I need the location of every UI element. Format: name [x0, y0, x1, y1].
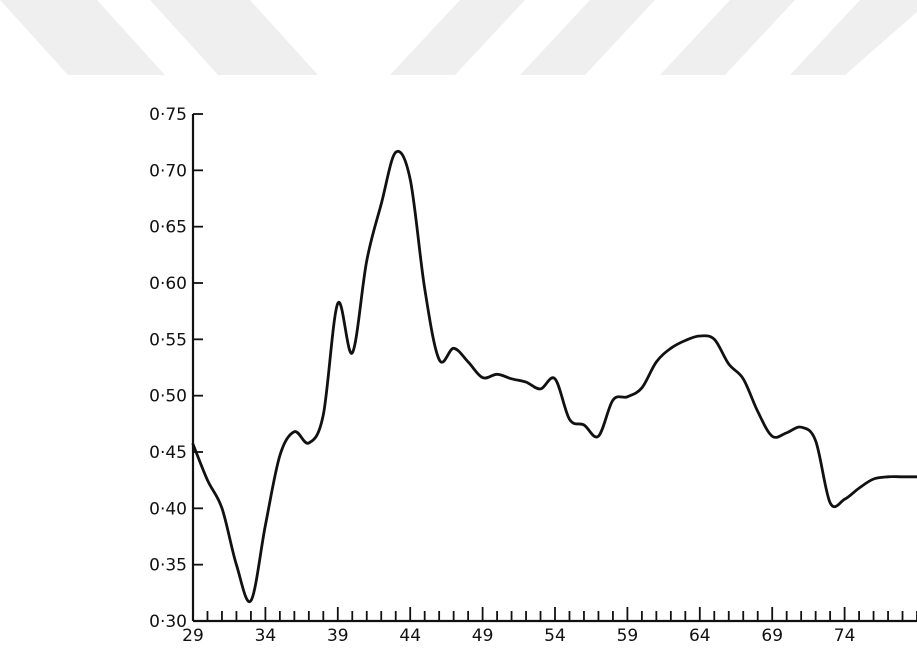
y-tick-label: 0·75: [149, 105, 187, 125]
y-tick-label: 0·30: [149, 612, 187, 632]
y-tick-label: 0·60: [149, 274, 187, 294]
y-tick-label: 0·40: [149, 499, 187, 519]
x-tick-label: 29: [182, 626, 204, 646]
x-tick-label: 44: [399, 626, 421, 646]
y-tick-label: 0·65: [149, 218, 187, 238]
watermark-stripes: [0, 0, 917, 75]
x-tick-label: 34: [255, 626, 277, 646]
y-tick-label: 0·35: [149, 556, 187, 576]
y-tick-label: 0·70: [149, 161, 187, 181]
x-tick-label: 64: [689, 626, 711, 646]
series-line: [191, 149, 917, 604]
y-tick-label: 0·55: [149, 330, 187, 350]
x-tick-label: 74: [834, 626, 856, 646]
x-tick-label: 54: [544, 626, 566, 646]
series-group: [191, 149, 917, 604]
x-tick-label: 39: [327, 626, 349, 646]
x-axis: 29 34 39 44 49 54 59 64 69 74: [182, 607, 917, 646]
x-tick-label: 49: [472, 626, 494, 646]
y-tick-label: 0·50: [149, 387, 187, 407]
x-tick-label: 69: [761, 626, 783, 646]
x-tick-label: 59: [617, 626, 639, 646]
y-tick-label: 0·45: [149, 443, 187, 463]
y-axis: 0·30 0·35 0·40 0·45 0·50 0·55 0·60 0·65 0·70 0·75: [149, 105, 203, 632]
